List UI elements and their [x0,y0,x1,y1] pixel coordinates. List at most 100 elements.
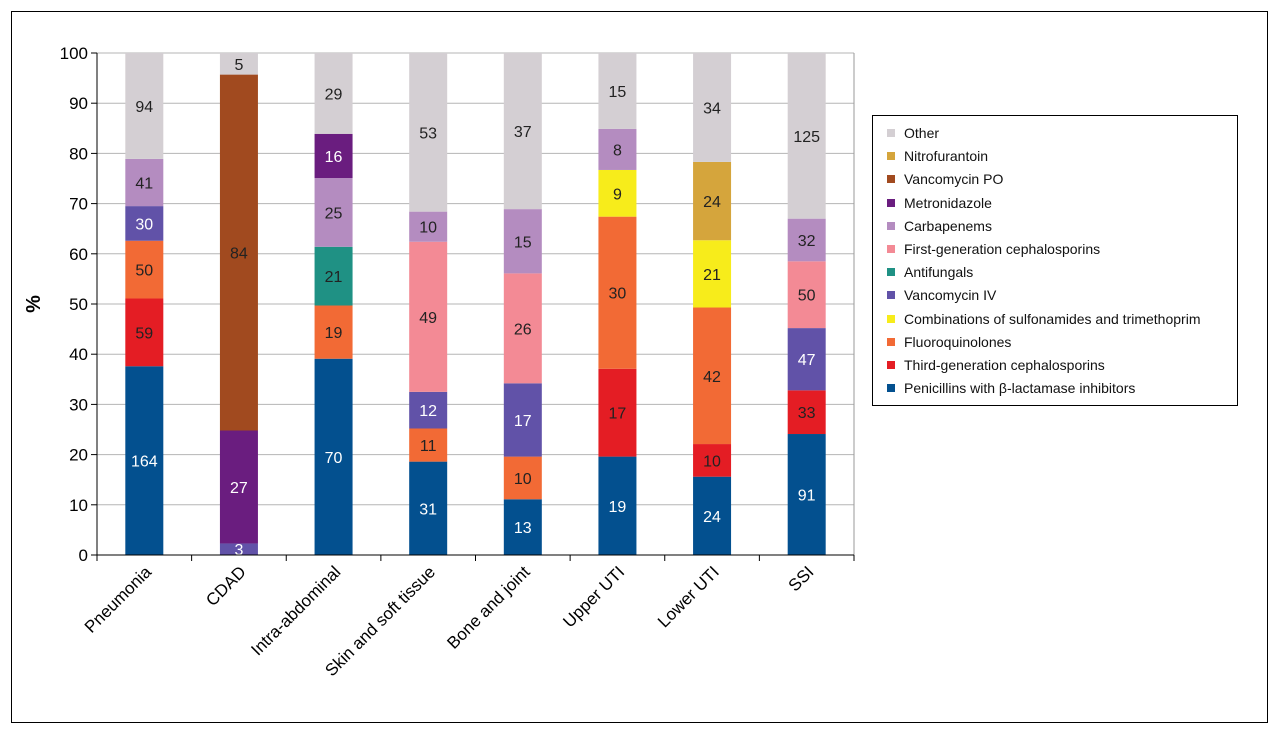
legend-item: Metronidazole [887,193,992,213]
x-tick-label: Lower UTI [654,562,723,631]
bar-segment [693,53,732,162]
data-label: 5 [234,57,243,74]
bar-segment [125,298,164,367]
legend-label: Combinations of sulfonamides and trimeth… [904,310,1201,327]
legend-label: Carbapenems [904,217,992,234]
bar-segment [503,499,542,555]
data-label: 32 [798,233,816,250]
legend-swatch [887,152,895,161]
y-tick-label: 60 [69,245,88,264]
data-label: 41 [135,176,153,193]
data-label: 94 [135,99,153,116]
data-label: 47 [798,352,816,369]
y-tick-label: 50 [69,295,88,314]
bar-segment [787,218,826,262]
legend-item: Fluoroquinolones [887,332,1011,352]
x-tick-label: Upper UTI [559,562,628,631]
data-label: 15 [514,234,532,251]
bar-segment [693,476,732,555]
legend-item: Vancomycin IV [887,285,996,305]
data-label: 42 [703,369,721,386]
y-tick-label: 80 [69,144,88,163]
x-tick-label: Bone and joint [443,562,533,652]
legend-label: Metronidazole [904,194,992,211]
legend-label: Nitrofurantoin [904,148,989,165]
data-label: 19 [325,325,343,342]
gridlines [97,52,855,556]
bar-segment [219,74,258,431]
data-label: 33 [798,405,816,422]
bar-segment [598,368,637,457]
bar-segment [503,53,542,210]
data-label: 8 [613,142,622,159]
bar-segment [787,390,826,435]
legend-item: First-generation cephalosporins [887,239,1100,259]
y-tick-label: 0 [79,546,88,565]
data-label: 53 [419,125,437,142]
bar-segment [409,53,448,212]
bar-segment [503,209,542,274]
bar-segment [503,456,542,500]
bar-segment [409,428,448,462]
x-tick-label: CDAD [202,562,249,609]
bar-segment [693,307,732,445]
legend-swatch [887,175,895,184]
data-label: 24 [703,194,721,211]
data-label: 125 [793,129,820,146]
data-label: 29 [325,86,343,103]
legend-swatch [887,129,895,137]
legend-swatch [887,314,895,323]
legend-item: Other [887,123,939,143]
legend-label: Fluoroquinolones [904,333,1012,350]
data-label: 12 [419,403,437,420]
data-label: 10 [419,220,437,237]
legend-swatch [887,337,895,346]
y-tick-label: 70 [69,195,88,214]
data-label: 26 [514,321,532,338]
legend-item: Antifungals [887,262,973,282]
legend-label: First-generation cephalosporins [904,241,1101,257]
legend-label: Third-generation cephalosporins [904,357,1105,373]
data-label: 164 [131,454,158,471]
data-label: 59 [135,325,153,342]
legend-swatch [887,291,895,300]
figure-frame [11,11,1268,723]
data-label: 21 [325,269,343,286]
bar-segment [787,434,826,555]
bar-segment [219,543,258,555]
x-tick-label: Pneumonia [81,562,156,637]
x-tick-label: SSI [785,562,818,595]
bar-segment [598,216,637,369]
data-label: 10 [514,471,532,488]
legend-swatch [887,268,895,277]
data-label: 11 [420,438,437,455]
bar-segment [125,53,164,159]
bar-segment [219,53,258,75]
data-label: 17 [609,406,627,423]
legend-swatch [887,245,895,253]
legend-label: Antifungals [904,264,974,281]
legend-item: Penicillins with β-lactamase inhibitors [887,378,1135,398]
bar-segment [598,128,637,170]
bar-segment [125,366,164,555]
bar-segment [409,461,448,555]
bar-segment [125,158,164,207]
data-label: 91 [798,488,816,505]
bar-segment [787,328,826,391]
data-label: 9 [613,186,622,203]
data-label: 17 [514,413,532,430]
bar-segment [314,246,353,306]
legend-item: Carbapenems [887,216,992,236]
bar-segment [693,240,732,308]
data-label: 30 [135,216,153,233]
data-label: 50 [135,263,153,280]
y-axis-label: % [23,295,45,313]
y-tick-label: 10 [69,496,88,515]
bar-segment [503,383,542,457]
bar-segment [314,358,353,555]
bar-segment [409,391,448,429]
bar-segment [409,241,448,392]
legend-swatch [887,361,895,369]
legend-swatch [887,384,895,393]
